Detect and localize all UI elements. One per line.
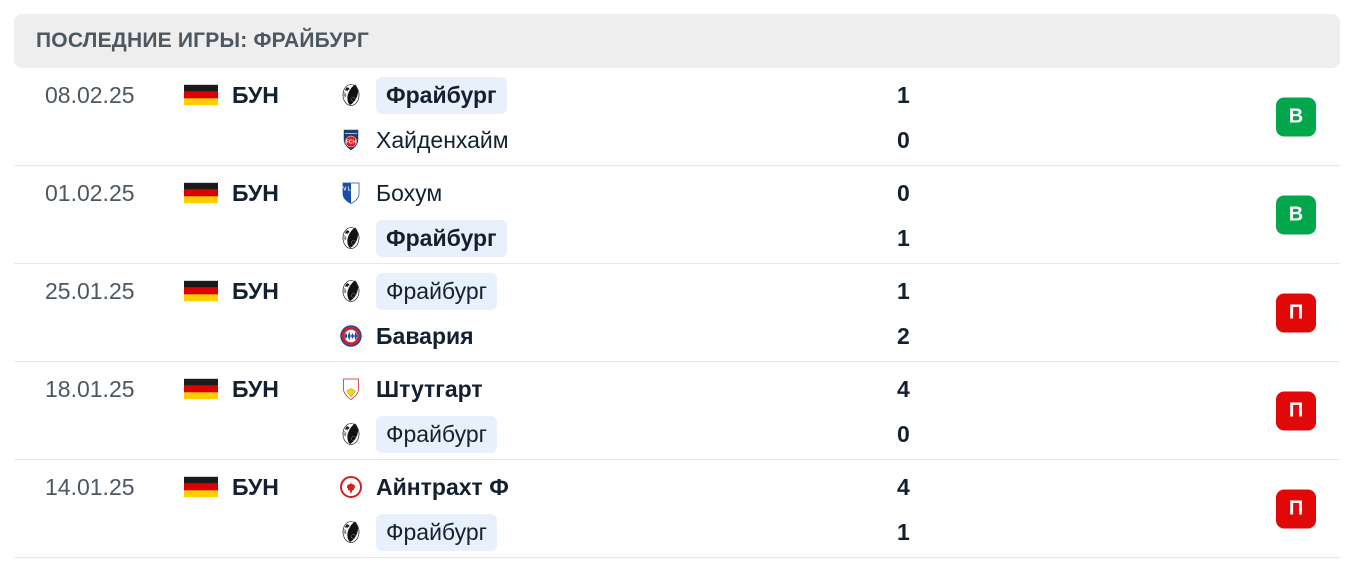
svg-text:FCH: FCH xyxy=(346,140,357,146)
svg-text:V L: V L xyxy=(343,187,351,193)
